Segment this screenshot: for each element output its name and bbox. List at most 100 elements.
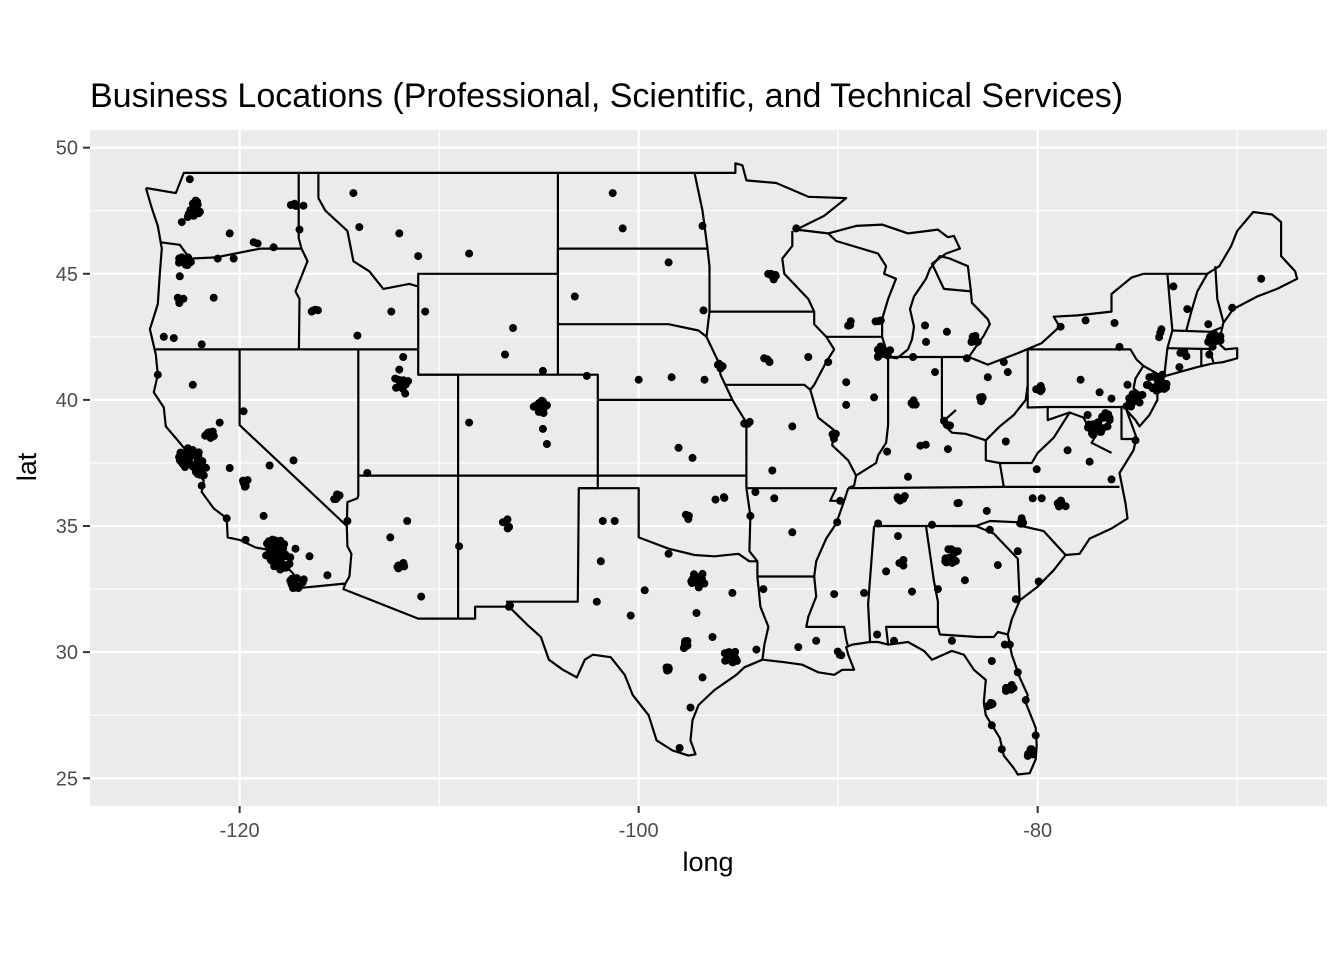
business-location-points [153, 175, 1266, 760]
location-point [1036, 381, 1045, 390]
location-point [708, 633, 717, 641]
location-point [931, 368, 939, 377]
location-point [229, 254, 238, 263]
major-gridlines [90, 130, 1327, 806]
location-point [209, 293, 218, 302]
location-point [323, 571, 332, 580]
location-point [1176, 348, 1185, 357]
location-point [353, 331, 362, 340]
location-point [759, 585, 768, 594]
location-point [1157, 325, 1166, 334]
location-point [846, 317, 855, 326]
location-point [191, 196, 200, 205]
location-point [752, 645, 761, 654]
location-point [985, 525, 994, 534]
location-point [788, 528, 797, 537]
x-axis-title: long [682, 847, 733, 877]
location-point [1085, 457, 1094, 466]
location-point [679, 644, 688, 652]
location-point [895, 559, 904, 568]
location-point [401, 389, 410, 398]
location-point [169, 334, 178, 343]
location-point [455, 542, 464, 551]
location-point [268, 536, 277, 545]
location-point [944, 545, 953, 554]
location-point [195, 468, 204, 477]
location-point [222, 514, 231, 523]
location-point [539, 409, 548, 418]
location-point [909, 353, 917, 361]
location-point [270, 562, 279, 571]
location-point [197, 340, 206, 349]
location-point [395, 229, 404, 238]
location-point [240, 482, 249, 491]
location-point [1115, 342, 1124, 351]
location-point [239, 407, 248, 416]
location-point [692, 609, 701, 617]
location-point [1076, 375, 1085, 384]
y-tick-label: 35 [56, 516, 78, 538]
location-point [506, 601, 514, 610]
location-point [349, 189, 358, 198]
location-point [290, 583, 299, 592]
location-point [1148, 384, 1157, 393]
location-point [1103, 422, 1112, 431]
location-point [269, 243, 278, 252]
location-point [1016, 519, 1025, 528]
location-point [921, 321, 929, 330]
state-border [885, 525, 939, 645]
location-point [960, 576, 969, 585]
location-point [760, 354, 769, 363]
location-point [608, 189, 617, 198]
location-point [598, 517, 607, 525]
location-point [626, 611, 635, 620]
location-point [745, 417, 754, 426]
location-point [592, 597, 601, 606]
location-point [386, 533, 395, 542]
location-point [953, 547, 962, 556]
location-point [1153, 376, 1162, 385]
location-point [159, 332, 168, 341]
location-point [1013, 668, 1022, 677]
location-point [953, 499, 962, 508]
location-point [305, 552, 314, 561]
location-point [942, 327, 951, 336]
y-axis: 25 30 35 40 45 50 [56, 138, 90, 790]
state-border [294, 172, 309, 350]
location-point [400, 562, 409, 571]
location-point [792, 224, 801, 233]
location-point [618, 224, 627, 233]
location-point [1205, 336, 1213, 345]
state-border [999, 411, 1071, 465]
location-point [728, 588, 737, 597]
location-point [225, 464, 234, 472]
location-point [928, 520, 936, 529]
location-point [387, 307, 396, 316]
location-point [501, 350, 509, 359]
location-point [299, 201, 308, 210]
location-point [983, 702, 992, 711]
location-point [962, 354, 971, 363]
location-point [720, 493, 729, 502]
location-point [804, 353, 813, 361]
location-point [916, 441, 925, 450]
location-point [1096, 427, 1105, 436]
location-point [1228, 303, 1237, 312]
state-border [1214, 266, 1225, 322]
location-point [860, 588, 869, 597]
location-point [241, 535, 250, 544]
location-point [842, 378, 851, 387]
location-point [634, 375, 643, 384]
location-point [289, 456, 298, 465]
location-point [883, 447, 892, 456]
location-point [189, 211, 198, 220]
location-point [538, 366, 547, 375]
location-point [1092, 419, 1101, 428]
x-tick-label: -80 [1023, 820, 1052, 842]
location-point [532, 401, 541, 410]
location-point [726, 651, 735, 660]
location-point [1131, 436, 1140, 445]
location-point [1034, 577, 1043, 586]
location-point [833, 647, 842, 656]
location-point [945, 553, 954, 562]
